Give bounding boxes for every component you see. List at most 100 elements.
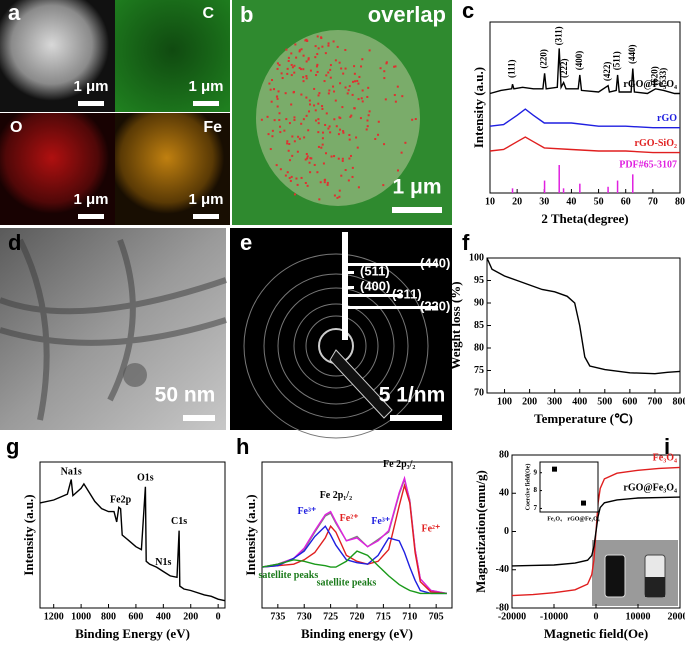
dot [357,186,360,189]
dot [281,77,284,80]
dot [325,112,328,115]
dot [277,90,280,93]
ring-label: (511) [360,263,390,278]
dot [366,95,369,98]
dot [294,43,297,46]
y-axis-label: Intensity (a.u.) [243,494,258,575]
y-tick-label: 95 [474,275,484,286]
annotation: (222) [559,58,569,78]
dot [327,71,330,74]
annotation: (620) [650,66,660,86]
x-tick-label: 80 [675,196,685,207]
x-tick-label: 700 [647,396,662,407]
dot [411,118,414,121]
dot [401,95,404,98]
x-tick-label: 720 [350,611,365,622]
dot [338,116,341,119]
dot [323,181,326,184]
y-tick-label: 40 [499,488,509,499]
dot [307,58,310,61]
ring-label: (440) [420,255,450,270]
dot [336,45,339,48]
dot [305,114,308,117]
annotation: Fe2p [110,494,132,505]
dot [340,174,343,177]
rings [243,253,429,439]
annotation: (533) [658,68,668,88]
dot [358,75,361,78]
series-line [489,48,680,95]
y-tick-label: 8 [534,486,538,494]
dot [354,80,357,83]
dot [349,154,352,157]
scale-bar [183,415,215,421]
dot [333,90,336,93]
x-tick-label: 300 [547,396,562,407]
dot [295,177,298,180]
dot [293,119,296,122]
particle [256,30,420,206]
dot [317,47,320,50]
dot [278,112,281,115]
dot [314,119,317,122]
dot [393,94,396,97]
dot [335,125,338,128]
dot [329,68,332,71]
dot [270,100,273,103]
x-tick-label: 800 [673,396,685,407]
scale-label: 50 nm [155,384,216,407]
dot [323,80,326,83]
dot [360,65,363,68]
annotation: (400) [574,51,584,71]
dot [327,42,330,45]
sem-image [0,0,115,112]
panel-d: d 50 nm [0,228,227,430]
dot [366,125,369,128]
dot [377,120,380,123]
dot [349,115,352,118]
dot [319,181,322,184]
dot [288,159,291,162]
dot [361,58,364,61]
dot [332,85,335,88]
y-axis-label: Magnetization(emu/g) [473,470,488,593]
annotation: satellite peaks [317,577,377,588]
x-axis-label: Binding energy (eV) [301,626,413,641]
dot [316,63,319,66]
x-tick-label: 600 [128,611,143,622]
scale-label: 1 μm [73,78,108,95]
dot [292,90,295,93]
dot [334,99,337,102]
x-tick-label: 400 [156,611,171,622]
dot [285,48,288,51]
dot [329,131,332,134]
dot [303,136,306,139]
dot [288,177,291,180]
fibers [0,238,227,421]
dot [300,93,303,96]
series-line [511,496,681,567]
annotation: (111) [507,59,517,78]
dot [327,44,330,47]
dot [316,171,319,174]
dot [333,155,336,158]
annotation: Fe³⁺ [297,506,316,517]
dot [328,89,331,92]
x-tick-label: 70 [648,196,658,207]
dot [291,135,294,138]
point [552,466,557,472]
dot [351,93,354,96]
dot [275,164,278,167]
dot [382,184,385,187]
dot [307,57,310,60]
dot [304,158,307,161]
vial [604,554,626,598]
dot [414,118,417,121]
dot [332,40,335,43]
annotation: (311) [553,26,563,45]
dot [316,70,319,73]
dot [321,45,324,48]
dot [306,184,309,187]
dot [320,146,323,149]
y-tick-label: 0 [504,526,509,537]
